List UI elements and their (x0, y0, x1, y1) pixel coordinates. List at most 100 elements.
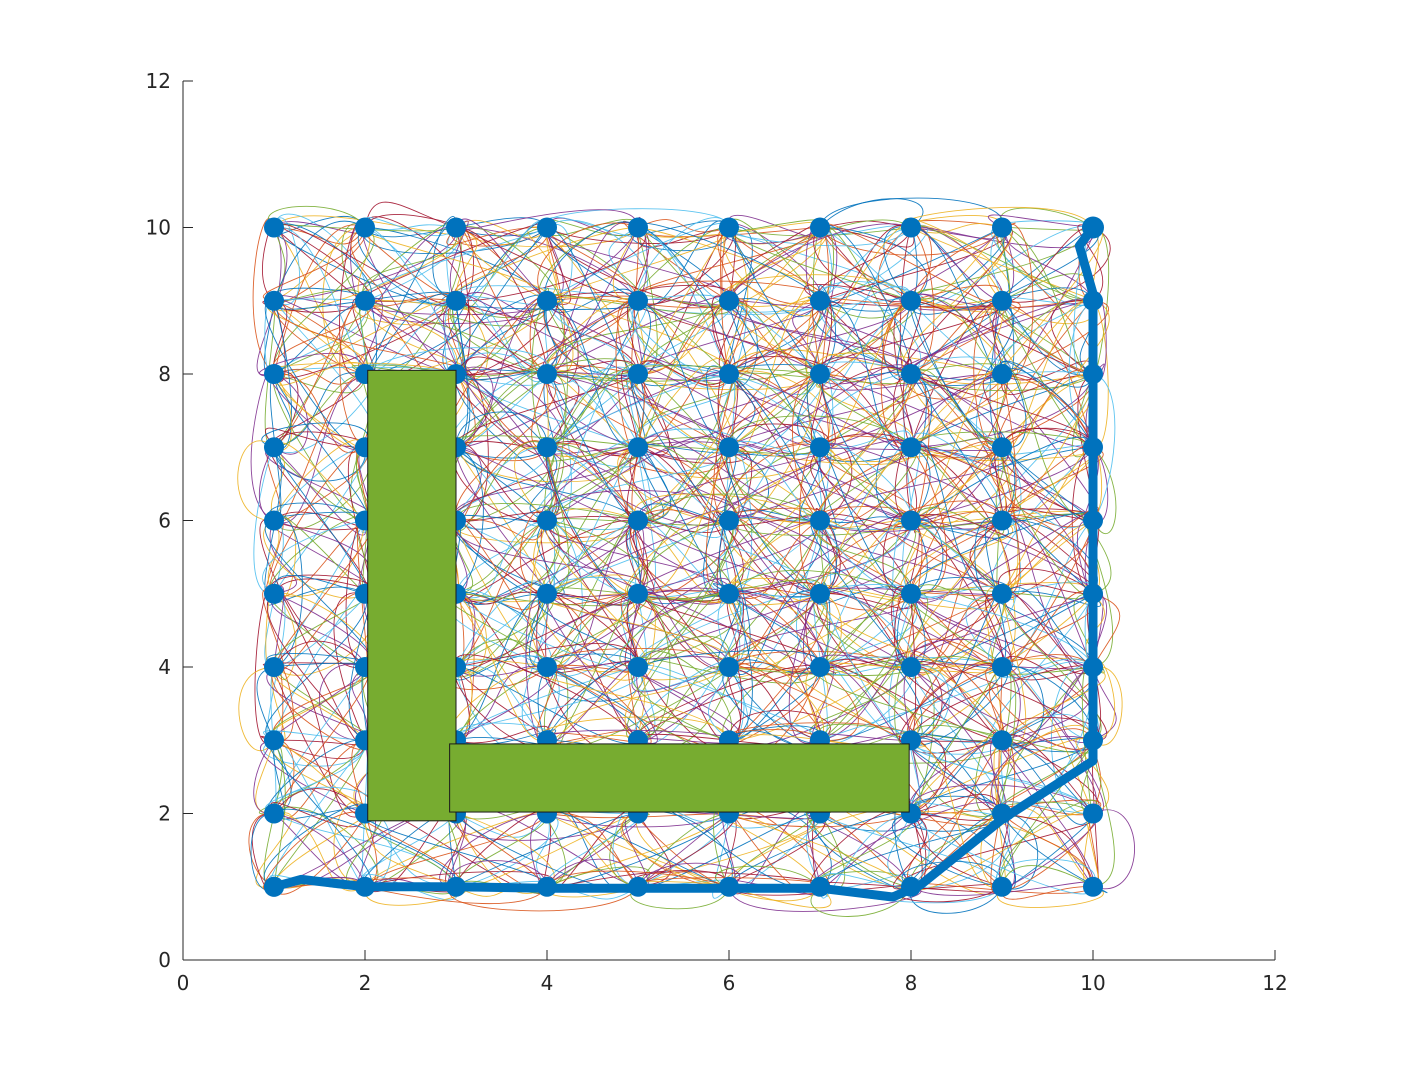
roadmap-edge (910, 520, 1003, 594)
roadmap-edge (364, 298, 457, 303)
roadmap-edge (910, 799, 1102, 815)
roadmap-edge (1001, 593, 1102, 741)
roadmap-edge (546, 300, 640, 388)
roadmap-edge (637, 592, 743, 745)
roadmap-edge (637, 635, 731, 668)
roadmap-edge (269, 444, 366, 521)
roadmap-node (537, 657, 557, 677)
roadmap-edge (819, 227, 912, 302)
roadmap-edge (455, 582, 548, 604)
roadmap-edge (637, 520, 734, 668)
roadmap-edge (545, 300, 639, 376)
roadmap-edge (728, 447, 821, 523)
roadmap-edge (272, 227, 375, 375)
roadmap-edge (892, 813, 927, 890)
roadmap-edge (806, 813, 828, 897)
roadmap-edge (359, 813, 461, 888)
roadmap-edge (728, 435, 821, 521)
roadmap-edge (455, 520, 548, 599)
path-line (269, 223, 1098, 902)
roadmap-edge (728, 373, 821, 521)
roadmap-node (901, 217, 921, 238)
roadmap-edge (637, 493, 821, 521)
roadmap-edge (728, 364, 912, 448)
roadmap-edge (271, 446, 369, 595)
roadmap-edge (1001, 865, 1094, 888)
roadmap-edge (969, 520, 1003, 595)
x-tick-label: 0 (177, 971, 190, 995)
roadmap-edge (899, 227, 1003, 302)
roadmap-edge (882, 512, 912, 596)
roadmap-edge (546, 508, 652, 527)
roadmap-edge (455, 220, 548, 239)
roadmap-edge (452, 860, 548, 888)
roadmap-edge (333, 801, 366, 888)
obstacle (367, 369, 457, 822)
roadmap-edge (728, 666, 821, 741)
roadmap-node (264, 510, 284, 531)
y-tick-label: 10 (146, 216, 171, 240)
roadmap-edge (637, 650, 732, 741)
roadmap-edge (910, 373, 1003, 448)
roadmap-edge (728, 298, 821, 452)
roadmap-edge (455, 227, 639, 302)
roadmap-edge (819, 593, 914, 741)
roadmap-edge (1071, 373, 1094, 458)
roadmap-node (264, 437, 284, 458)
x-tick-label: 6 (723, 971, 736, 995)
roadmap-edge (1092, 593, 1121, 668)
roadmap-edge (728, 227, 755, 302)
roadmap-edge (455, 446, 482, 521)
roadmap-edge (546, 227, 730, 244)
roadmap-edge (455, 373, 548, 450)
roadmap-edge (260, 735, 366, 759)
roadmap-edge (364, 347, 550, 375)
roadmap-edge (441, 300, 548, 327)
roadmap-edge (910, 507, 1005, 535)
roadmap-edge (804, 284, 912, 302)
roadmap-edge (544, 370, 639, 521)
roadmap-edge (982, 373, 1003, 448)
roadmap-edge (360, 813, 457, 887)
roadmap-edge (728, 368, 832, 456)
roadmap-edge (717, 298, 748, 448)
roadmap-edge (728, 373, 822, 527)
roadmap-node (1083, 803, 1103, 824)
roadmap-edge (819, 373, 912, 521)
roadmap-edge (637, 360, 730, 386)
roadmap-edge (819, 286, 921, 375)
roadmap-edge (1001, 517, 1094, 668)
goal-marker (1082, 216, 1104, 239)
roadmap-edge (728, 373, 821, 448)
roadmap-node (628, 583, 648, 604)
roadmap-node (628, 657, 648, 677)
roadmap-node (355, 290, 375, 311)
y-tick-label: 8 (158, 362, 171, 386)
roadmap-edge (455, 352, 548, 375)
roadmap-edge (273, 224, 366, 375)
roadmap-edge (339, 300, 366, 448)
roadmap-edge (637, 446, 730, 594)
roadmap-edge (728, 813, 912, 888)
roadmap-edge (895, 518, 1003, 594)
roadmap-node (537, 217, 557, 238)
roadmap-edge (637, 593, 730, 668)
obstacles (367, 369, 910, 822)
roadmap-edge (258, 740, 366, 815)
roadmap-edge (546, 858, 639, 888)
roadmap-edge (455, 227, 548, 375)
roadmap-node (810, 583, 830, 604)
roadmap-edge (1092, 446, 1117, 535)
x-tick-label: 2 (359, 971, 372, 995)
roadmap-edge (985, 593, 1004, 668)
roadmap-edge (630, 227, 730, 252)
roadmap-edge (237, 440, 275, 521)
roadmap-edge (449, 220, 469, 302)
roadmap-edge (354, 300, 458, 326)
roadmap-edge (455, 227, 478, 301)
roadmap-edge (819, 443, 853, 521)
roadmap-edge (443, 300, 548, 449)
roadmap-edge (819, 520, 912, 595)
